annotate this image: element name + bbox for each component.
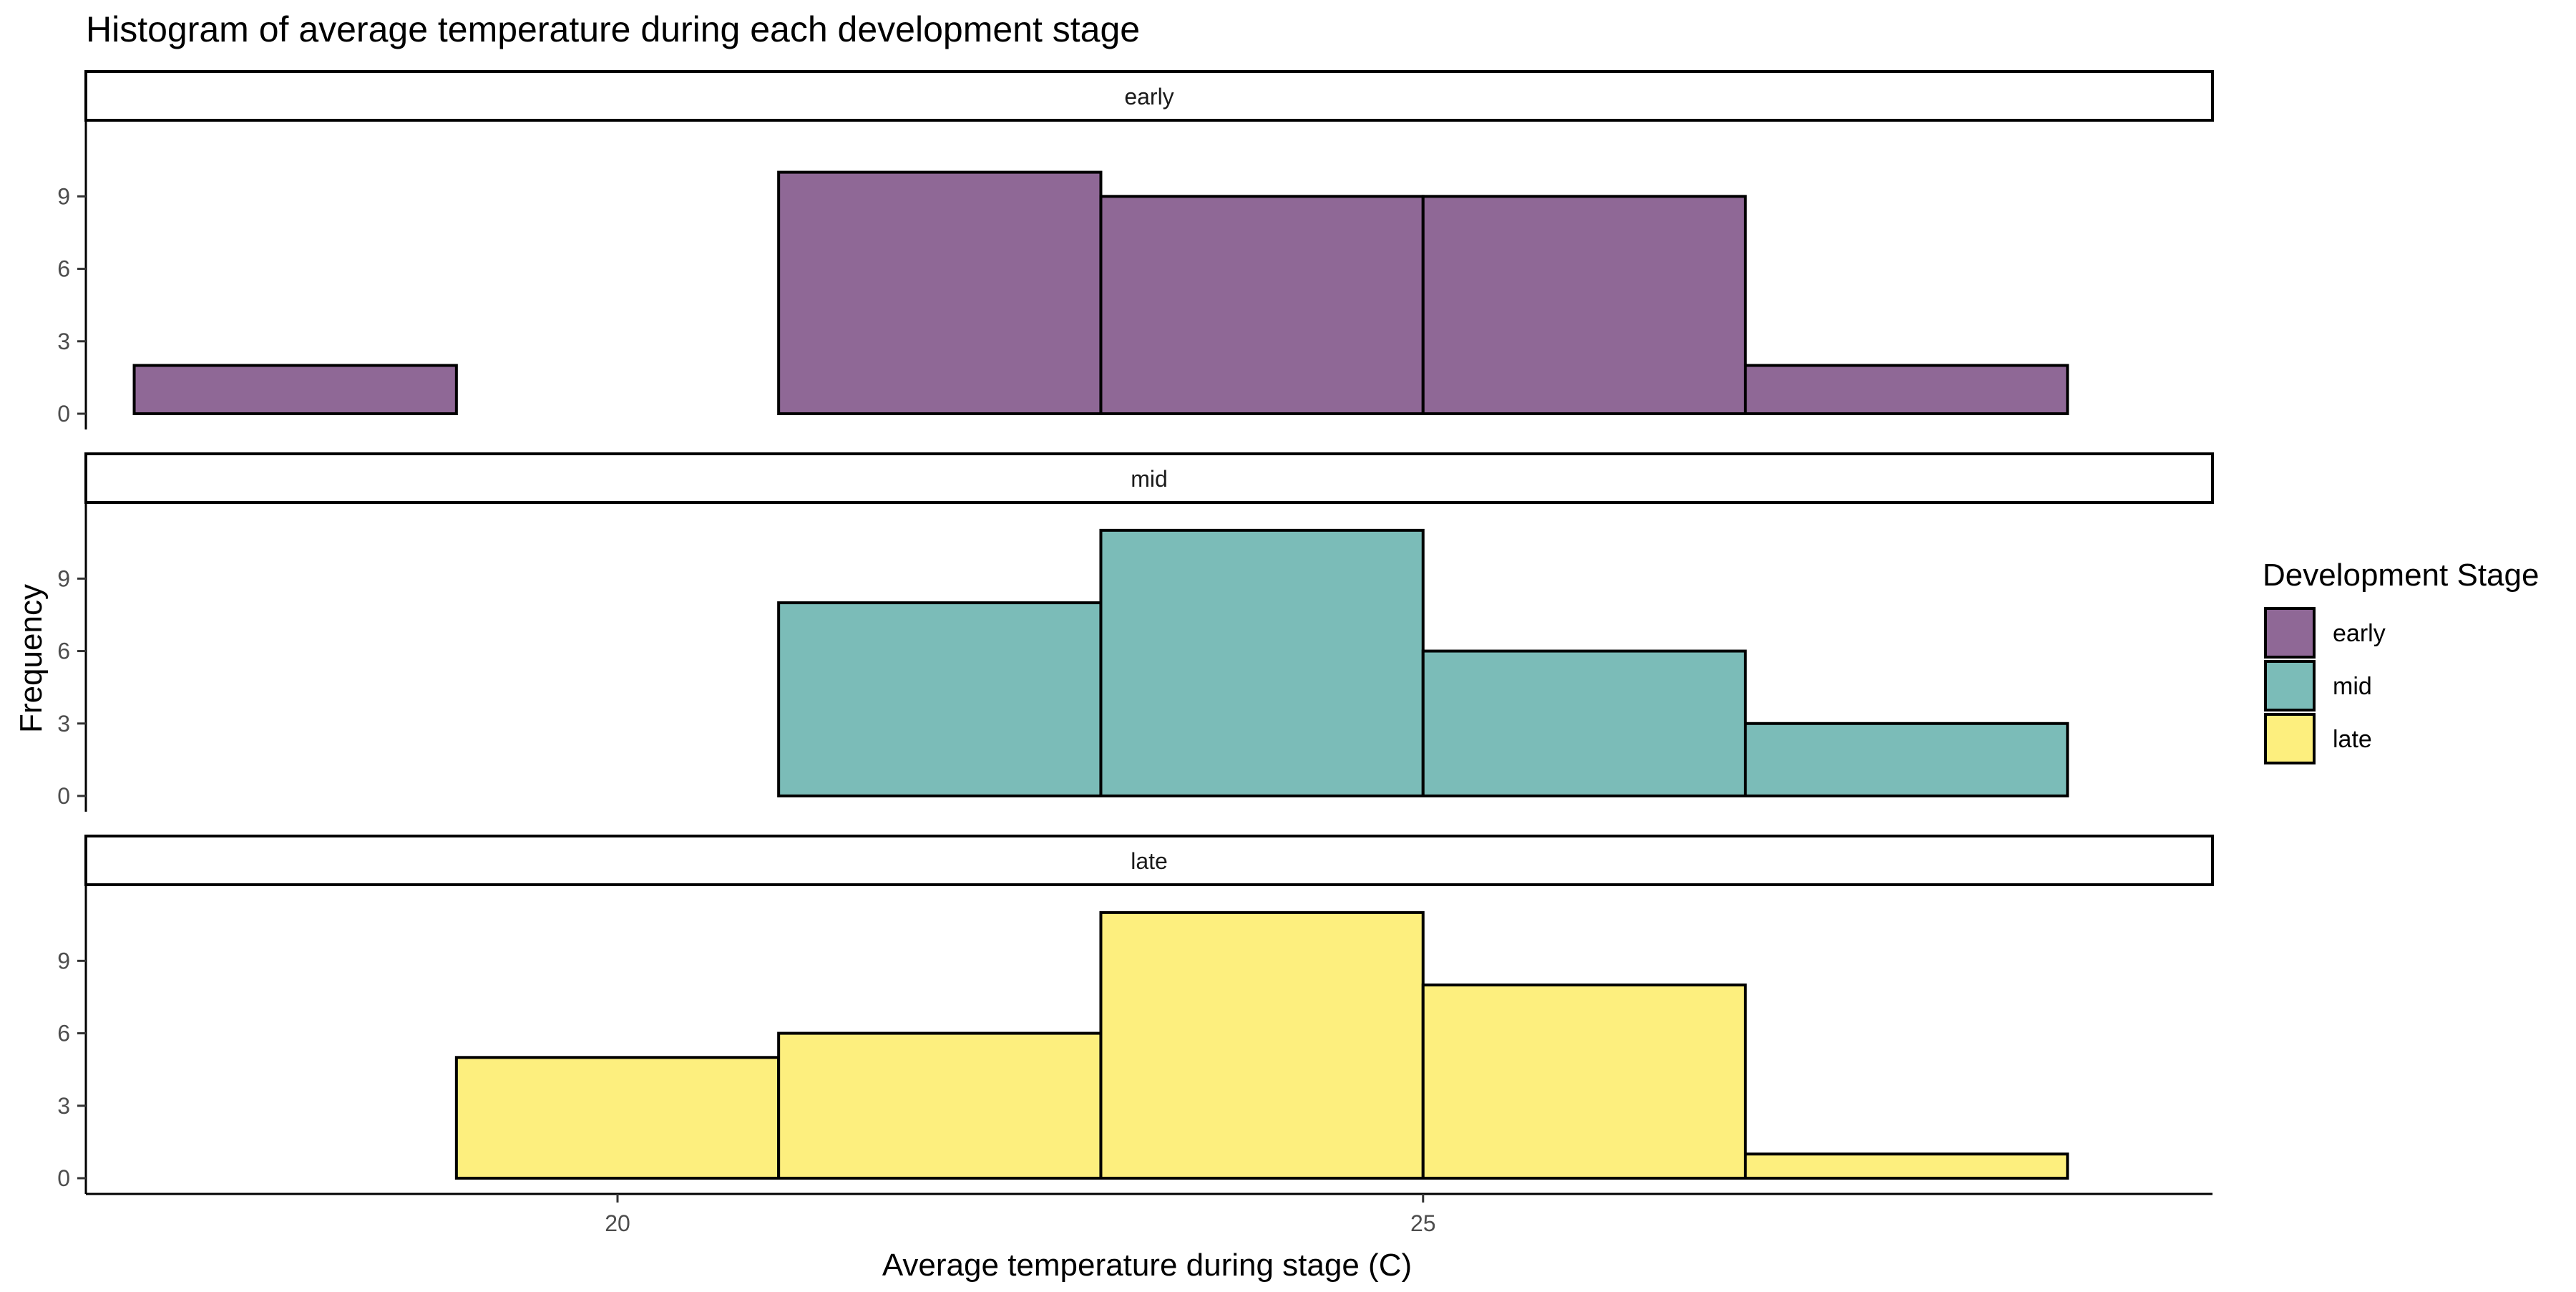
legend-key-early [2264,607,2316,659]
y-tick-label: 6 [57,638,70,664]
y-tick-label: 0 [57,401,70,427]
facet-panel-mid: mid 0 3 6 9 [57,452,2214,812]
y-tick-label: 6 [57,1021,70,1046]
histogram-bar [1421,983,1747,1180]
y-tick-label: 3 [57,711,70,737]
histogram-bar [1744,364,2069,415]
histogram-bar [777,601,1103,798]
x-axis-label: Average temperature during stage (C) [882,1248,1412,1283]
histogram-bar [777,170,1103,415]
histogram-bar [1421,649,1747,798]
y-tick-label: 9 [57,565,70,591]
legend-label: late [2333,726,2372,753]
facet-strip-mid [84,452,2214,504]
facet-panels: early 0 3 6 9 mid 0 3 6 9 late 0 3 6 9 [57,70,2214,1194]
y-tick-label: 9 [57,948,70,973]
histogram-bar [777,1031,1103,1180]
facet-panel-early: early 0 3 6 9 [57,70,2214,429]
y-tick-label: 0 [57,1165,70,1191]
facet-strip-label: late [1131,848,1168,874]
histogram-bar [1099,195,1425,415]
y-tick-label: 0 [57,783,70,809]
x-axis: 20 25 [86,1193,2212,1236]
y-axis-label: Frequency [14,584,49,733]
histogram-bar [132,364,458,415]
legend-key-late [2264,713,2316,764]
y-tick-label: 6 [57,256,70,282]
histogram-bar [1744,1152,2069,1180]
facet-panel-late: late 0 3 6 9 [57,835,2214,1194]
facet-strip-label: mid [1131,466,1168,492]
histogram-bar [454,1056,781,1180]
legend: Development Stage early mid late [2263,558,2539,764]
y-tick-label: 3 [57,329,70,354]
facet-strip-late [84,835,2214,886]
legend-key-mid [2264,660,2316,711]
legend-label: early [2333,620,2386,647]
legend-title: Development Stage [2263,558,2539,593]
y-tick-label: 9 [57,183,70,209]
histogram-bar [1099,910,1425,1180]
legend-label: mid [2333,673,2372,700]
histogram-bar [1421,195,1747,415]
y-tick-label: 3 [57,1093,70,1119]
histogram-bar [1099,528,1425,797]
facet-strip-label: early [1124,84,1174,110]
chart-title: Histogram of average temperature during … [86,9,1140,49]
x-tick-label: 20 [605,1210,630,1236]
histogram-bar [1744,722,2069,797]
facet-strip-early [84,70,2214,122]
x-tick-label: 25 [1410,1210,1436,1236]
